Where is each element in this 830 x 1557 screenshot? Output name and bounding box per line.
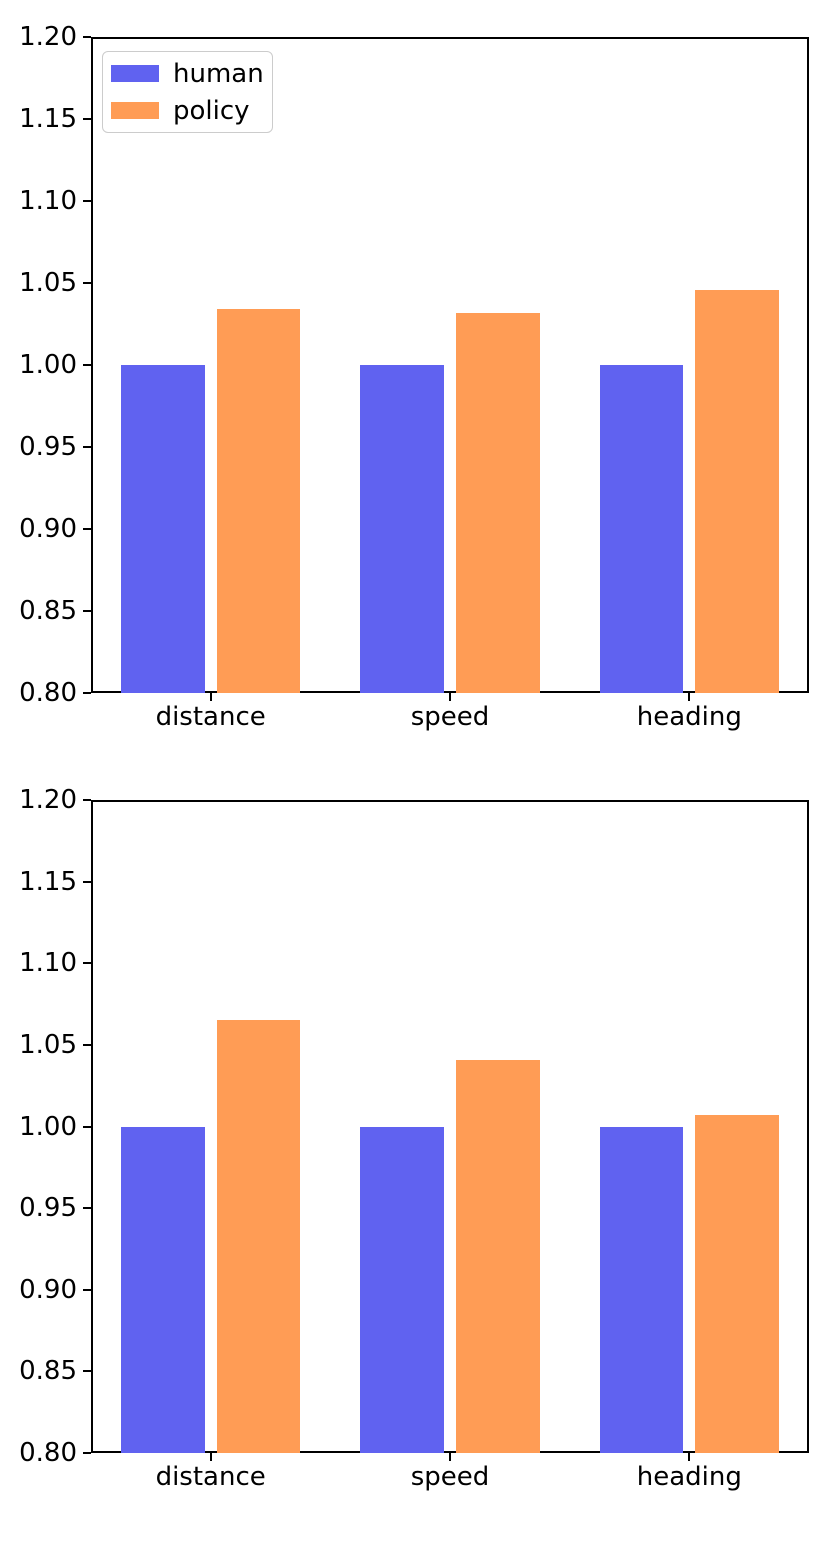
bar-human-distance: [120, 365, 205, 693]
y-tick-label: 1.15: [19, 104, 77, 134]
bar-policy-speed: [455, 1059, 540, 1453]
bar-policy-distance: [216, 1020, 301, 1453]
bar-policy-distance: [216, 309, 301, 693]
y-tick-label: 1.00: [19, 350, 77, 380]
legend: human policy: [102, 51, 273, 133]
y-tick: [83, 364, 91, 366]
y-tick: [83, 528, 91, 530]
legend-swatch-human: [111, 65, 159, 82]
legend-label-policy: policy: [173, 95, 250, 126]
y-tick-label: 1.20: [19, 22, 77, 52]
y-tick-label: 0.95: [19, 1193, 77, 1224]
y-tick: [83, 200, 91, 202]
x-tick-label: distance: [155, 1462, 266, 1492]
y-tick-label: 1.15: [19, 866, 77, 897]
x-tick-label: speed: [410, 702, 490, 732]
bar-human-speed: [360, 1126, 445, 1453]
y-tick-label: 1.10: [19, 186, 77, 216]
y-tick: [83, 118, 91, 120]
x-tick-label: distance: [155, 702, 266, 732]
x-tick: [688, 1453, 691, 1461]
x-tick-label: heading: [636, 1462, 742, 1492]
y-tick: [83, 880, 91, 883]
y-tick-label: 0.80: [19, 678, 77, 708]
legend-item-human: human: [111, 59, 264, 89]
legend-item-policy: policy: [111, 96, 264, 126]
bar-policy-speed: [455, 312, 540, 693]
x-tick-label: heading: [636, 702, 742, 732]
y-tick: [83, 1125, 91, 1128]
bar-human-heading: [599, 1126, 684, 1453]
y-tick: [83, 799, 91, 801]
y-tick-label: 1.05: [19, 268, 77, 298]
y-tick-label: 0.80: [19, 1438, 77, 1468]
x-tick: [209, 1453, 212, 1461]
x-tick: [449, 1453, 451, 1461]
y-tick-label: 0.95: [19, 432, 77, 462]
y-tick-label: 0.90: [19, 514, 77, 544]
bar-human-speed: [360, 365, 445, 693]
plot-area: [91, 800, 809, 1453]
y-tick: [83, 1043, 91, 1046]
y-tick: [83, 446, 91, 448]
y-tick-label: 0.90: [19, 1274, 77, 1305]
legend-swatch-policy: [111, 102, 159, 119]
bar-human-distance: [120, 1126, 205, 1453]
x-tick: [449, 693, 451, 701]
y-tick: [83, 610, 91, 612]
y-tick-label: 1.05: [19, 1029, 77, 1060]
y-tick: [83, 692, 91, 694]
x-tick: [688, 693, 691, 701]
y-tick: [83, 36, 91, 38]
bar-policy-heading: [695, 1115, 780, 1453]
y-tick-label: 1.00: [19, 1111, 77, 1142]
y-tick: [83, 1207, 91, 1210]
x-tick: [209, 693, 212, 701]
bar-human-heading: [599, 365, 684, 693]
y-tick: [83, 962, 91, 965]
y-tick-label: 1.10: [19, 948, 77, 979]
plot-area: [91, 37, 809, 693]
y-tick: [83, 1370, 91, 1373]
x-tick-label: speed: [410, 1462, 490, 1492]
y-tick: [83, 1452, 91, 1454]
y-tick: [83, 282, 91, 284]
y-tick-label: 0.85: [19, 1356, 77, 1387]
y-tick: [83, 1288, 91, 1291]
y-tick-label: 1.20: [19, 785, 77, 815]
y-tick-label: 0.85: [19, 596, 77, 626]
legend-label-human: human: [173, 58, 264, 89]
bar-policy-heading: [695, 289, 780, 693]
